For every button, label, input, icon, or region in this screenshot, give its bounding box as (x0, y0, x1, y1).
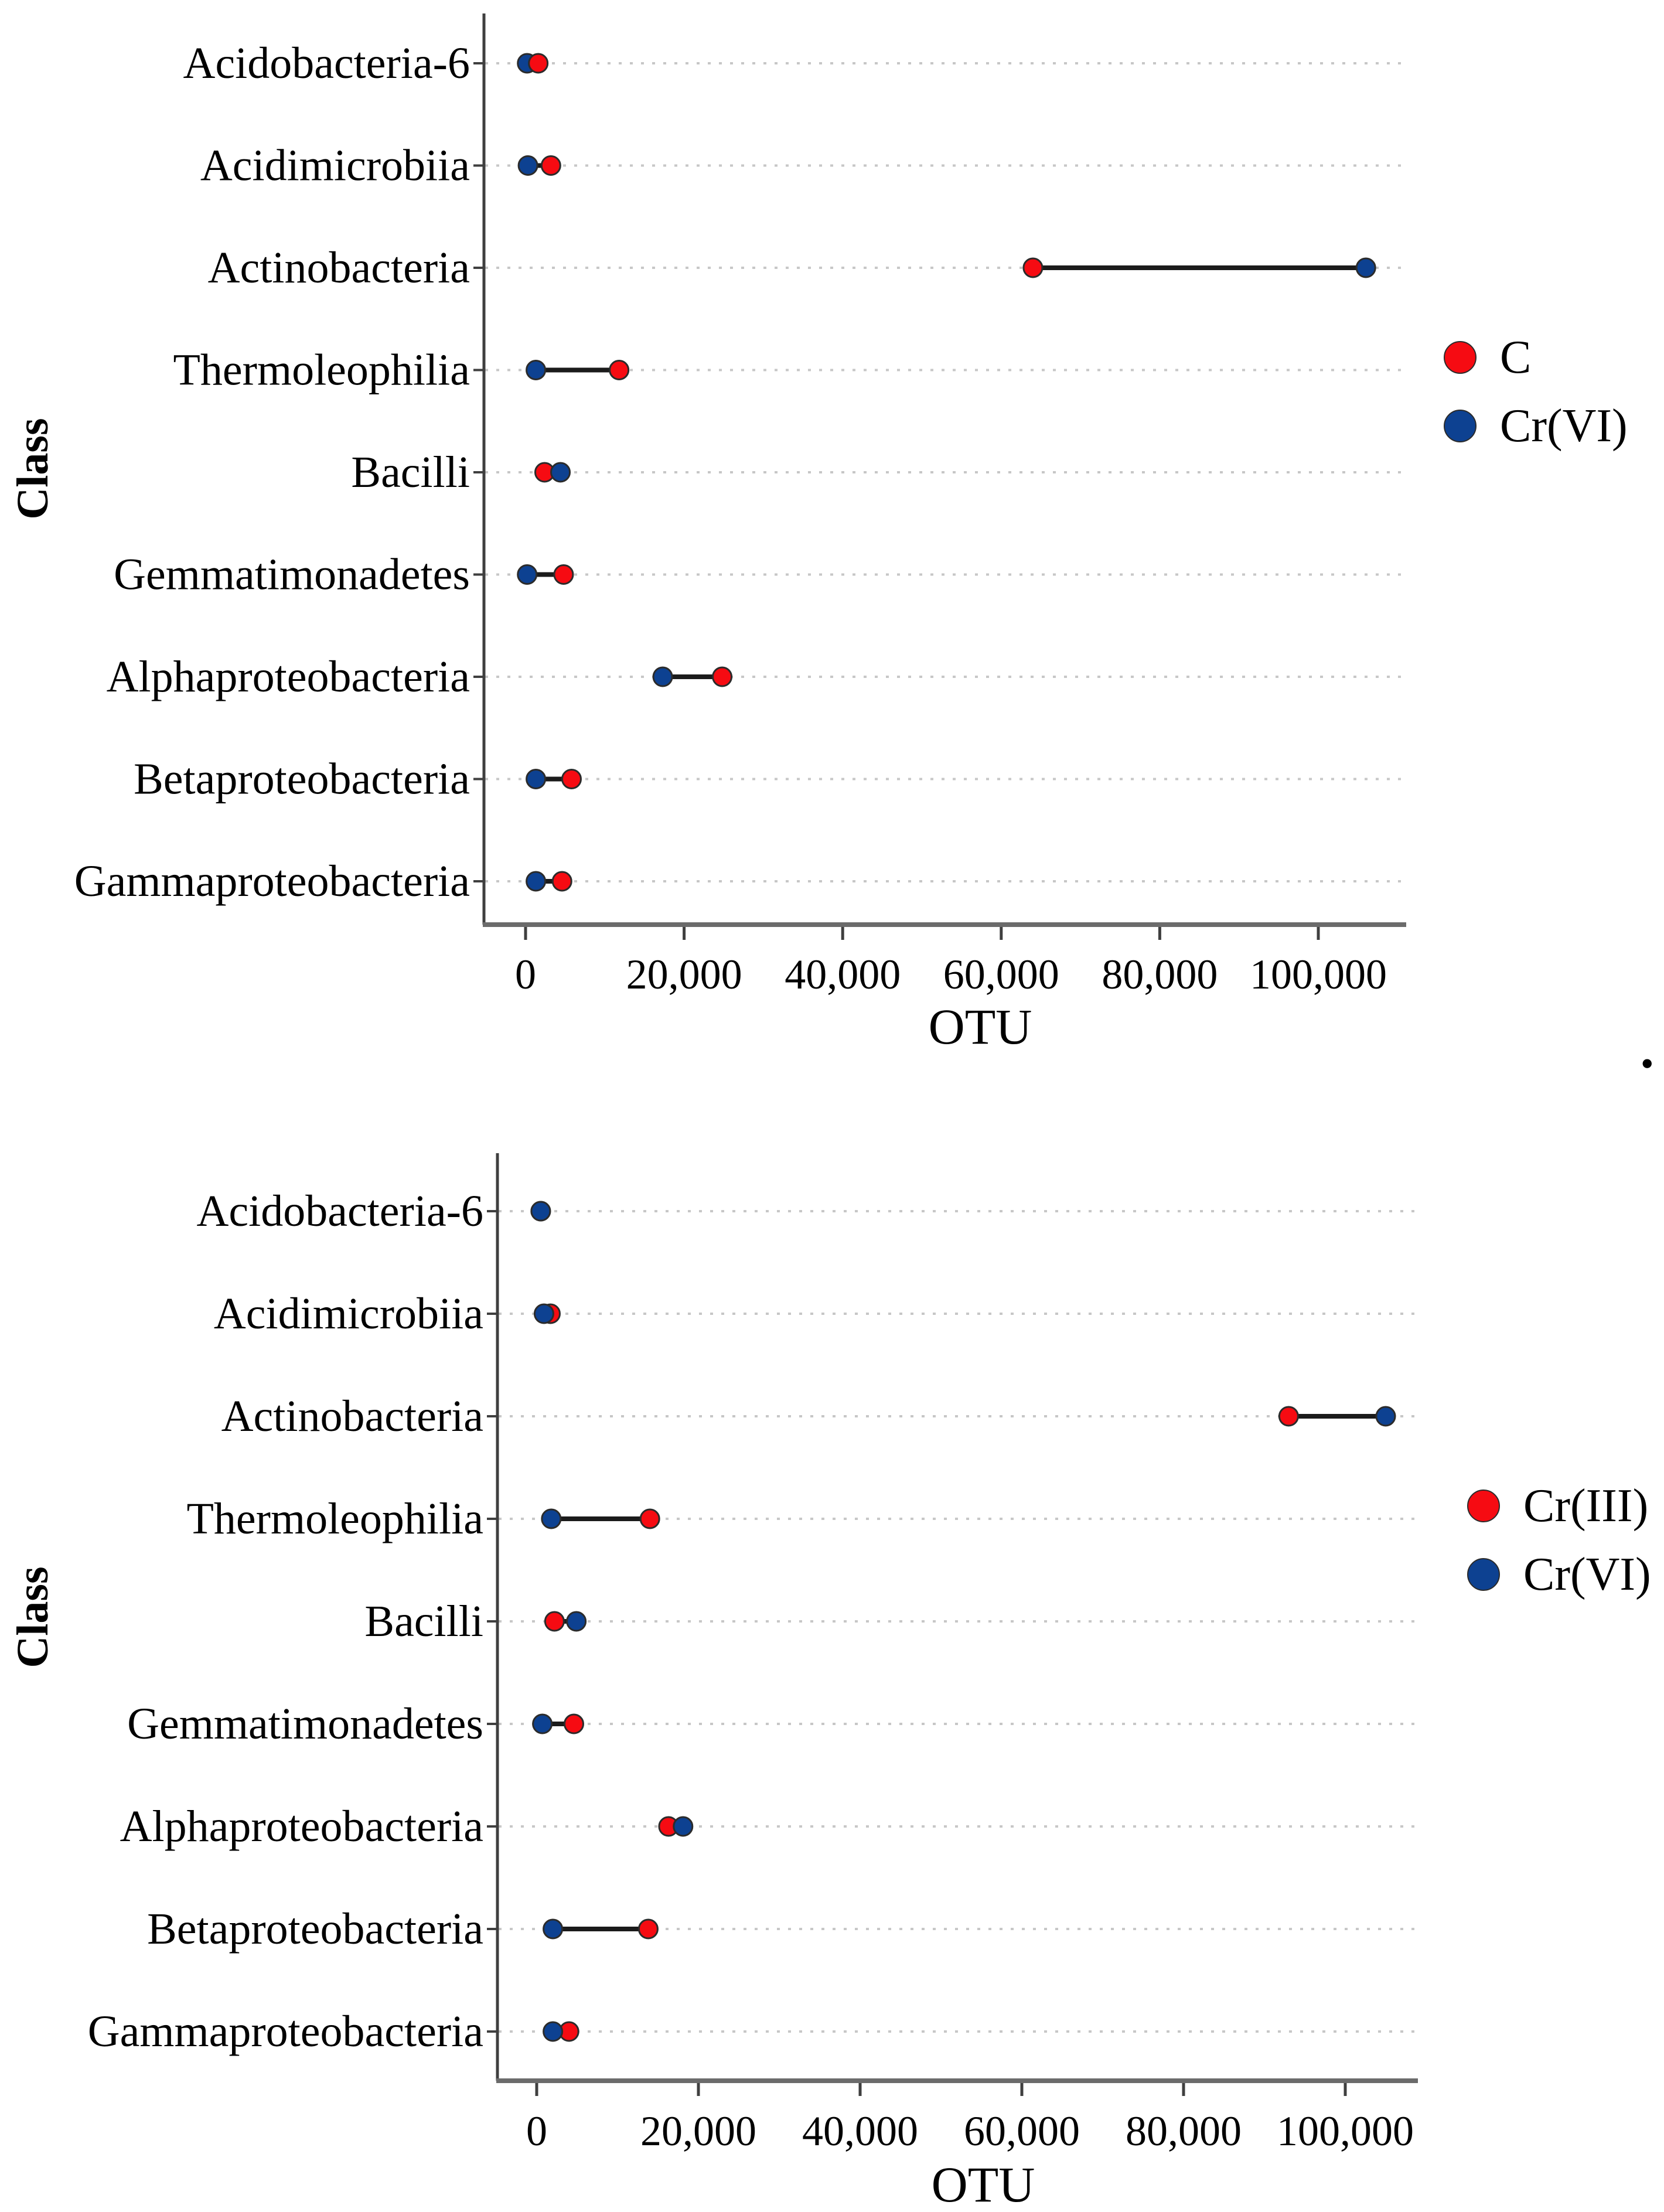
x-tick-label-0: 0 (526, 2108, 547, 2155)
category-label-actinobacteria: Actinobacteria (221, 1392, 483, 1441)
dot-cr-vi--gemmatimonadetes (532, 1713, 553, 1734)
dot-cr-vi--actinobacteria (1355, 257, 1376, 278)
category-label-thermoleophilia: Thermoleophilia (186, 1494, 483, 1543)
x-axis-title: OTU (929, 998, 1032, 1055)
legend-label-cr-iii-: Cr(III) (1523, 1480, 1648, 1532)
category-label-actinobacteria: Actinobacteria (208, 243, 470, 292)
category-label-gammaproteobacteria: Gammaproteobacteria (88, 2007, 483, 2056)
legend-dot-c (1444, 341, 1477, 374)
dot-c-gammaproteobacteria (551, 871, 572, 892)
dot-cr-vi--gemmatimonadetes (517, 564, 538, 585)
category-label-bacilli: Bacilli (364, 1597, 483, 1646)
dot-cr-vi--betaproteobacteria (543, 1918, 564, 1940)
dot-cr-vi--betaproteobacteria (526, 769, 547, 789)
dot-cr-iii--thermoleophilia (639, 1508, 660, 1529)
x-tick-label-40000: 40,000 (802, 2108, 918, 2155)
dot-cr-vi--thermoleophilia (541, 1508, 562, 1529)
category-label-bacilli: Bacilli (351, 448, 470, 497)
category-label-acidimicrobiia: Acidimicrobiia (214, 1289, 483, 1338)
legend-label-cr-vi-: Cr(VI) (1500, 400, 1628, 452)
dot-cr-vi--bacilli (550, 462, 571, 483)
y-axis-title: Class (8, 418, 57, 519)
dot-cr-vi--acidimicrobiia (533, 1303, 554, 1324)
dot-cr-vi--alphaproteobacteria (673, 1816, 694, 1837)
x-tick-label-60000: 60,000 (964, 2108, 1080, 2155)
y-axis-title: Class (8, 1566, 57, 1668)
x-tick-label-0: 0 (515, 951, 536, 998)
category-label-gammaproteobacteria: Gammaproteobacteria (74, 857, 470, 906)
dot-cr-vi--thermoleophilia (526, 360, 547, 380)
x-tick-label-40000: 40,000 (785, 951, 901, 998)
dot-c-gemmatimonadetes (553, 564, 574, 585)
category-label-acidobacteria-6: Acidobacteria-6 (183, 39, 470, 88)
legend-label-c: C (1500, 332, 1531, 383)
x-tick-label-20000: 20,000 (626, 951, 742, 998)
dot-cr-vi--bacilli (566, 1611, 587, 1632)
category-label-alphaproteobacteria: Alphaproteobacteria (107, 652, 470, 701)
category-label-gemmatimonadetes: Gemmatimonadetes (114, 550, 470, 599)
dot-cr-iii--gemmatimonadetes (563, 1713, 584, 1734)
dot-cr-vi--acidobacteria-6 (530, 1201, 551, 1222)
dot-cr-vi--acidimicrobiia (517, 155, 538, 176)
dot-c-acidobacteria-6 (528, 53, 549, 74)
category-label-alphaproteobacteria: Alphaproteobacteria (120, 1802, 483, 1851)
dot-c-betaproteobacteria (561, 769, 582, 789)
x-tick-label-20000: 20,000 (640, 2108, 756, 2155)
trailing-period-mark: . (1638, 1000, 1657, 1084)
dot-cr-vi--gammaproteobacteria (543, 2021, 564, 2042)
category-label-betaproteobacteria: Betaproteobacteria (134, 755, 470, 804)
x-axis-title: OTU (932, 2156, 1035, 2212)
category-label-gemmatimonadetes: Gemmatimonadetes (127, 1699, 483, 1749)
legend-dot-cr-vi- (1444, 410, 1477, 442)
dot-c-thermoleophilia (609, 360, 630, 380)
dot-cr-iii--betaproteobacteria (637, 1918, 659, 1940)
dot-cr-vi--gammaproteobacteria (526, 871, 547, 892)
x-tick-label-100000: 100,000 (1277, 2108, 1414, 2155)
legend-dot-cr-iii- (1467, 1490, 1500, 1522)
category-label-acidobacteria-6: Acidobacteria-6 (196, 1187, 483, 1236)
dot-c-actinobacteria (1022, 257, 1044, 278)
legend-label-cr-vi-: Cr(VI) (1523, 1549, 1651, 1600)
category-label-acidimicrobiia: Acidimicrobiia (200, 141, 470, 190)
dot-cr-vi--actinobacteria (1375, 1406, 1396, 1427)
dot-cr-iii--bacilli (544, 1611, 565, 1632)
legend-dot-cr-vi- (1467, 1558, 1500, 1591)
x-tick-label-80000: 80,000 (1102, 951, 1218, 998)
dot-cr-iii--actinobacteria (1278, 1406, 1299, 1427)
dot-c-alphaproteobacteria (712, 666, 733, 687)
x-tick-label-80000: 80,000 (1126, 2108, 1242, 2155)
dot-c-acidimicrobiia (540, 155, 561, 176)
dot-cr-vi--alphaproteobacteria (652, 666, 673, 687)
x-tick-label-60000: 60,000 (943, 951, 1059, 998)
category-label-betaproteobacteria: Betaproteobacteria (147, 1904, 483, 1954)
x-tick-label-100000: 100,000 (1250, 951, 1387, 998)
category-label-thermoleophilia: Thermoleophilia (173, 346, 470, 395)
